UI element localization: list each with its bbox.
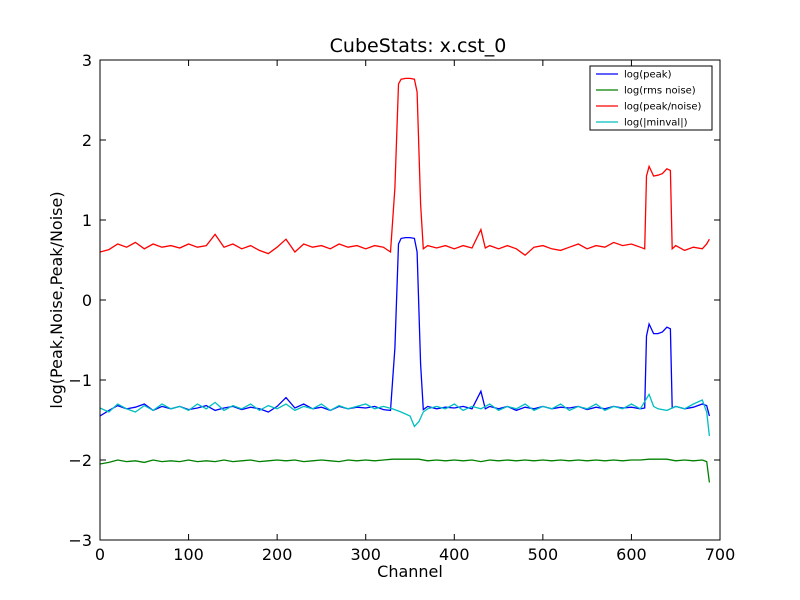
y-tick-label: −1 xyxy=(68,371,92,390)
x-tick-label: 700 xyxy=(705,545,736,564)
ticks-layer: 0 100 200 300 400 500 600 700 −3 −2 −1 0 1 2 3 xyxy=(68,51,735,564)
y-tick-label: 0 xyxy=(82,291,92,310)
chart-title: CubeStats: x.cst_0 xyxy=(330,35,507,57)
legend-box xyxy=(589,65,713,131)
x-tick-label: 200 xyxy=(262,545,293,564)
legend-label-2: log(peak/noise) xyxy=(624,102,702,113)
series-line-2 xyxy=(100,77,710,257)
y-tick-label: −2 xyxy=(68,451,92,470)
x-tick-label: 300 xyxy=(350,545,381,564)
y-axis-label: log(Peak,Noise,Peak/Noise) xyxy=(47,191,66,408)
series-line-0 xyxy=(100,236,711,417)
legend: log(peak) log(rms noise) log(peak/noise) lo… xyxy=(589,65,713,131)
legend-label-3: log(|minval|) xyxy=(624,118,688,129)
x-tick-label: 0 xyxy=(95,545,105,564)
y-tick-label: −3 xyxy=(68,531,92,550)
x-axis-label: Channel xyxy=(377,562,443,581)
series-line-3 xyxy=(100,392,711,437)
plot-frame xyxy=(99,59,721,541)
y-tick-label: 1 xyxy=(82,211,92,230)
x-tick-label: 600 xyxy=(616,545,647,564)
x-tick-label: 400 xyxy=(439,545,470,564)
y-tick-label: 2 xyxy=(82,131,92,150)
y-tick-label: 3 xyxy=(82,51,92,70)
legend-label-1: log(rms noise) xyxy=(624,86,696,97)
x-tick-label: 100 xyxy=(173,545,204,564)
series-line-1 xyxy=(100,458,711,483)
x-tick-label: 500 xyxy=(528,545,559,564)
series-layer xyxy=(100,77,711,483)
legend-label-0: log(peak) xyxy=(624,70,672,81)
legend-items: log(peak) log(rms noise) log(peak/noise) lo… xyxy=(596,70,702,129)
